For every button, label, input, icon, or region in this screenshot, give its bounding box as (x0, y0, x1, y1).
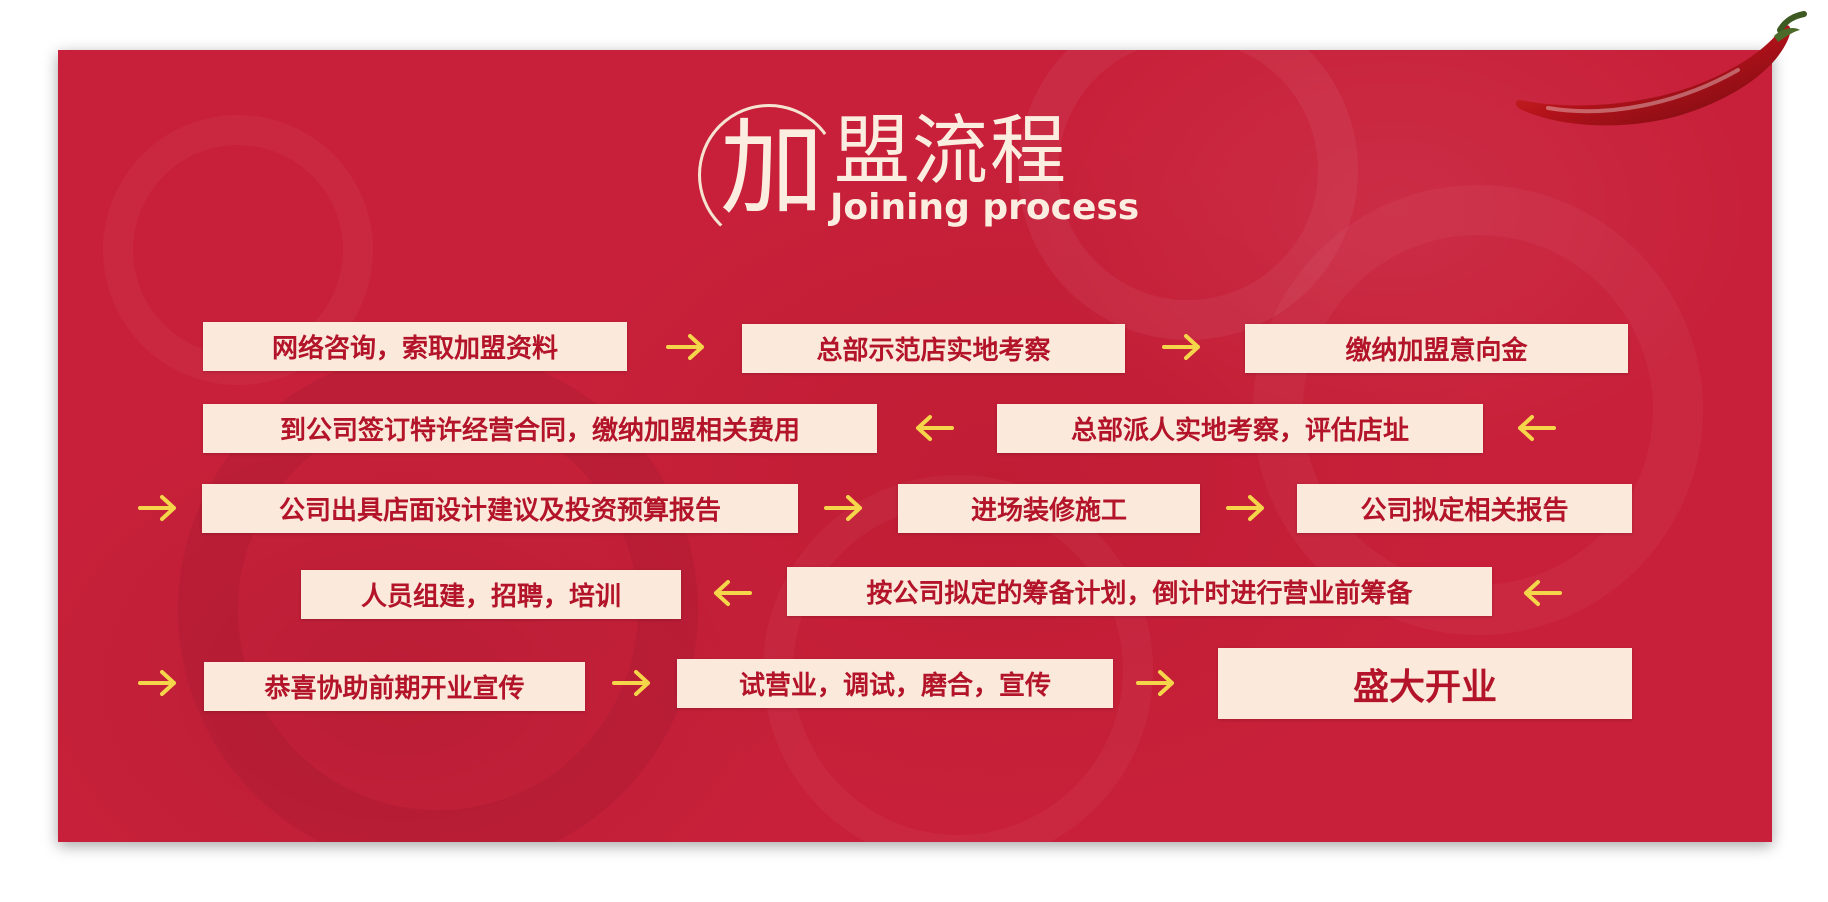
title-big-char: 加 (720, 107, 825, 229)
step-box: 缴纳加盟意向金 (1245, 324, 1628, 373)
arrow-right-icon (822, 493, 866, 523)
arrow-right-icon (1224, 493, 1268, 523)
step-box: 按公司拟定的筹备计划，倒计时进行营业前筹备 (787, 567, 1492, 616)
title-english: Joining process (830, 187, 1140, 228)
chili-pepper-icon (1515, 11, 1807, 126)
step-box-final: 盛大开业 (1218, 648, 1632, 719)
arrow-right-icon (664, 332, 708, 362)
step-box: 总部示范店实地考察 (742, 324, 1125, 373)
step-box: 进场装修施工 (898, 484, 1200, 533)
step-box: 公司出具店面设计建议及投资预算报告 (202, 484, 798, 533)
arrow-left-icon (912, 413, 956, 443)
arrow-right-icon (1160, 332, 1204, 362)
arrow-left-icon (1514, 413, 1558, 443)
arrow-left-icon (1520, 578, 1564, 608)
step-box: 网络咨询，索取加盟资料 (203, 322, 627, 371)
arrow-left-icon (710, 578, 754, 608)
arrow-right-icon (136, 493, 180, 523)
title-rest-chars: 盟流程 (834, 106, 1068, 195)
step-box: 到公司签订特许经营合同，缴纳加盟相关费用 (203, 404, 877, 453)
arrow-right-icon (1134, 668, 1178, 698)
arrow-right-icon (610, 668, 654, 698)
step-box: 人员组建，招聘，培训 (301, 570, 681, 619)
step-box: 总部派人实地考察，评估店址 (997, 404, 1483, 453)
arrow-right-icon (136, 668, 180, 698)
step-box: 试营业，调试，磨合，宣传 (677, 659, 1113, 708)
step-box: 恭喜协助前期开业宣传 (204, 662, 585, 711)
step-box: 公司拟定相关报告 (1297, 484, 1632, 533)
